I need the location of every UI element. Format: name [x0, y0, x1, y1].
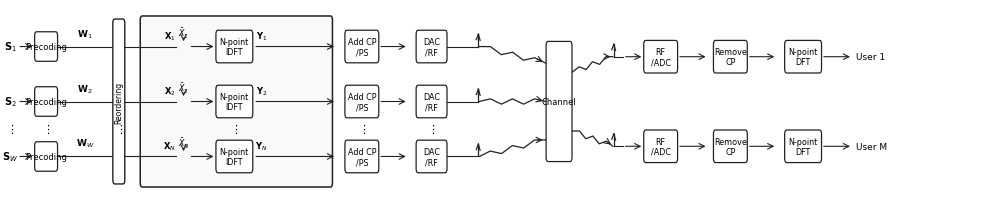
Text: Channel: Channel — [542, 98, 576, 106]
Text: Precoding: Precoding — [25, 98, 67, 106]
Text: $\bar{X}_1$: $\bar{X}_1$ — [178, 27, 189, 41]
FancyBboxPatch shape — [644, 130, 678, 163]
Text: $\mathbf{Y}_N$: $\mathbf{Y}_N$ — [255, 139, 267, 152]
Text: $\mathbf{X}_2$: $\mathbf{X}_2$ — [164, 85, 175, 97]
FancyBboxPatch shape — [216, 86, 253, 118]
Text: $\vdots$: $\vdots$ — [358, 123, 366, 136]
Text: N-point
DFT: N-point DFT — [788, 137, 818, 156]
FancyBboxPatch shape — [216, 141, 253, 173]
Text: $\mathbf{X}_N$: $\mathbf{X}_N$ — [163, 139, 176, 152]
FancyBboxPatch shape — [546, 42, 572, 162]
Text: $\bar{X}_N$: $\bar{X}_N$ — [178, 136, 190, 151]
Text: $\mathbf{S}_2$: $\mathbf{S}_2$ — [4, 95, 17, 109]
Text: Precoding: Precoding — [25, 43, 67, 52]
Text: $\vdots$: $\vdots$ — [6, 123, 14, 136]
FancyBboxPatch shape — [416, 141, 447, 173]
Text: User M: User M — [856, 142, 887, 151]
Text: DAC
/RF: DAC /RF — [423, 147, 440, 166]
FancyBboxPatch shape — [785, 41, 822, 74]
Text: $\mathbf{S}_1$: $\mathbf{S}_1$ — [4, 40, 17, 54]
FancyBboxPatch shape — [35, 33, 58, 62]
Text: $\vdots$: $\vdots$ — [42, 123, 50, 136]
Text: RF
/ADC: RF /ADC — [651, 48, 671, 67]
Text: $\mathbf{S}_W$: $\mathbf{S}_W$ — [2, 150, 18, 164]
Text: N-point
IDFT: N-point IDFT — [220, 92, 249, 112]
Text: $\mathbf{W}_W$: $\mathbf{W}_W$ — [76, 137, 94, 150]
FancyBboxPatch shape — [416, 31, 447, 63]
Text: $\mathbf{Y}_1$: $\mathbf{Y}_1$ — [256, 30, 267, 42]
Text: $\mathbf{W}_2$: $\mathbf{W}_2$ — [77, 83, 93, 95]
Text: Add CP
/PS: Add CP /PS — [348, 92, 376, 112]
Text: N-point
DFT: N-point DFT — [788, 48, 818, 67]
FancyBboxPatch shape — [140, 17, 332, 187]
FancyBboxPatch shape — [713, 130, 747, 163]
Text: N-point
IDFT: N-point IDFT — [220, 147, 249, 166]
Text: $\vdots$: $\vdots$ — [115, 123, 123, 136]
Text: $\vdots$: $\vdots$ — [427, 123, 436, 136]
Text: Remove
CP: Remove CP — [714, 137, 747, 156]
FancyBboxPatch shape — [35, 87, 58, 117]
Text: $\vdots$: $\vdots$ — [230, 123, 238, 136]
FancyBboxPatch shape — [416, 86, 447, 118]
Text: Add CP
/PS: Add CP /PS — [348, 147, 376, 166]
Text: $\mathbf{Y}_2$: $\mathbf{Y}_2$ — [256, 85, 267, 97]
FancyBboxPatch shape — [216, 31, 253, 63]
Text: User 1: User 1 — [856, 53, 885, 62]
Text: $\mathbf{X}_1$: $\mathbf{X}_1$ — [164, 30, 175, 42]
Text: Precoding: Precoding — [25, 152, 67, 161]
Text: Remove
CP: Remove CP — [714, 48, 747, 67]
FancyBboxPatch shape — [345, 141, 379, 173]
FancyBboxPatch shape — [644, 41, 678, 74]
Text: Add CP
/PS: Add CP /PS — [348, 38, 376, 57]
FancyBboxPatch shape — [35, 142, 58, 171]
FancyBboxPatch shape — [785, 130, 822, 163]
Text: Reordering: Reordering — [114, 81, 123, 123]
Text: N-point
IDFT: N-point IDFT — [220, 38, 249, 57]
Text: $\mathbf{W}_1$: $\mathbf{W}_1$ — [77, 28, 93, 40]
Text: DAC
/RF: DAC /RF — [423, 38, 440, 57]
FancyBboxPatch shape — [345, 31, 379, 63]
Text: RF
/ADC: RF /ADC — [651, 137, 671, 156]
Text: DAC
/RF: DAC /RF — [423, 92, 440, 112]
FancyBboxPatch shape — [113, 20, 125, 184]
FancyBboxPatch shape — [345, 86, 379, 118]
FancyBboxPatch shape — [713, 41, 747, 74]
Text: $\bar{X}_2$: $\bar{X}_2$ — [178, 82, 189, 96]
